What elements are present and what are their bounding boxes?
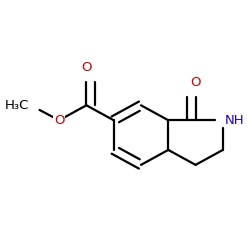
Text: O: O (190, 76, 201, 89)
Text: NH: NH (225, 114, 244, 127)
Text: O: O (54, 114, 64, 127)
Text: H₃C: H₃C (5, 99, 29, 112)
Text: O: O (81, 61, 92, 74)
